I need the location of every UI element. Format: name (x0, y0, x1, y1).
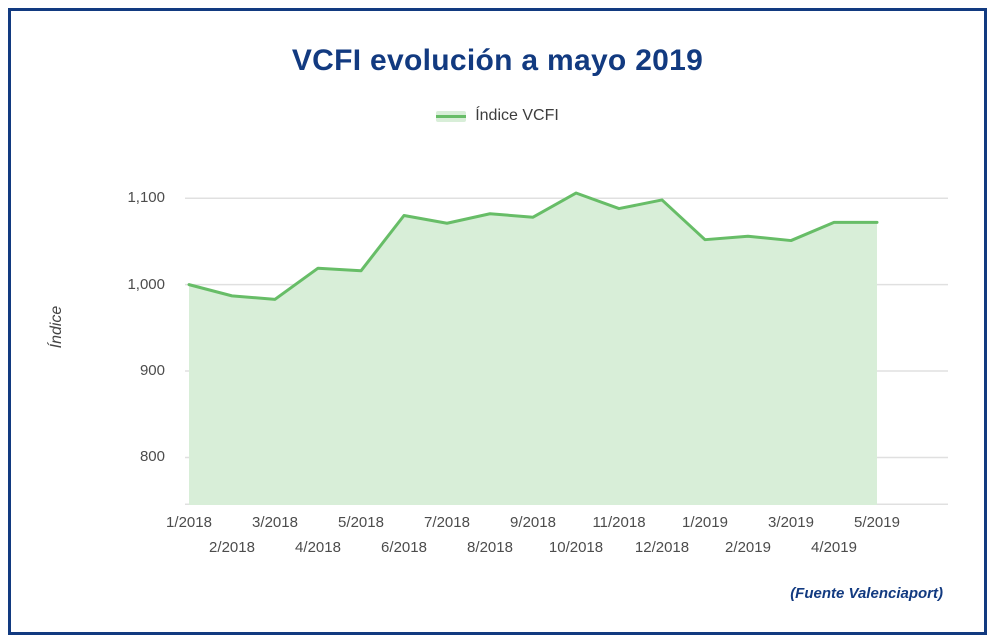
x-tick-label: 5/2018 (338, 514, 384, 531)
x-tick-label: 11/2018 (592, 514, 646, 531)
legend-series-swatch (436, 110, 467, 122)
x-tick-label: 10/2018 (548, 539, 604, 556)
x-tick-label: 1/2019 (682, 514, 728, 531)
chart-legend: Índice VCFI (0, 107, 995, 125)
y-tick-label: 800 (139, 448, 165, 466)
x-tick-label: 7/2018 (424, 514, 470, 531)
y-tick-label: 1,100 (127, 189, 165, 207)
y-tick-label: 900 (139, 362, 165, 380)
vcfi-area-chart (185, 155, 948, 505)
x-tick-label: 12/2018 (634, 539, 690, 556)
x-tick-label: 4/2019 (811, 539, 857, 556)
legend-series-line (436, 114, 467, 118)
x-tick-label: 2/2019 (725, 539, 771, 556)
x-tick-label: 5/2019 (854, 514, 900, 531)
x-tick-label: 6/2018 (381, 539, 427, 556)
x-axis-tick-labels: 1/2018 2/2018 3/2018 4/2018 5/2018 6/2018 7/20… (166, 505, 948, 567)
legend-series-label: Índice VCFI (475, 107, 559, 124)
x-tick-label: 4/2018 (295, 539, 341, 556)
y-axis-tick-labels: 800 900 1,000 1,100 (95, 155, 175, 505)
x-tick-label: 3/2019 (768, 514, 814, 531)
source-note: (Fuente Valenciaport) (790, 585, 943, 602)
x-tick-label: 3/2018 (252, 514, 298, 531)
x-tick-label: 8/2018 (467, 539, 513, 556)
y-axis-title: Índice (48, 305, 65, 349)
x-tick-label: 2/2018 (209, 539, 255, 556)
x-tick-label: 9/2018 (510, 514, 556, 531)
x-tick-label: 1/2018 (166, 514, 212, 531)
series-line (187, 191, 879, 301)
chart-plot-area (185, 191, 948, 505)
y-tick-label: 1,000 (127, 275, 165, 293)
chart-title: VCFI evolución a mayo 2019 (291, 44, 704, 77)
